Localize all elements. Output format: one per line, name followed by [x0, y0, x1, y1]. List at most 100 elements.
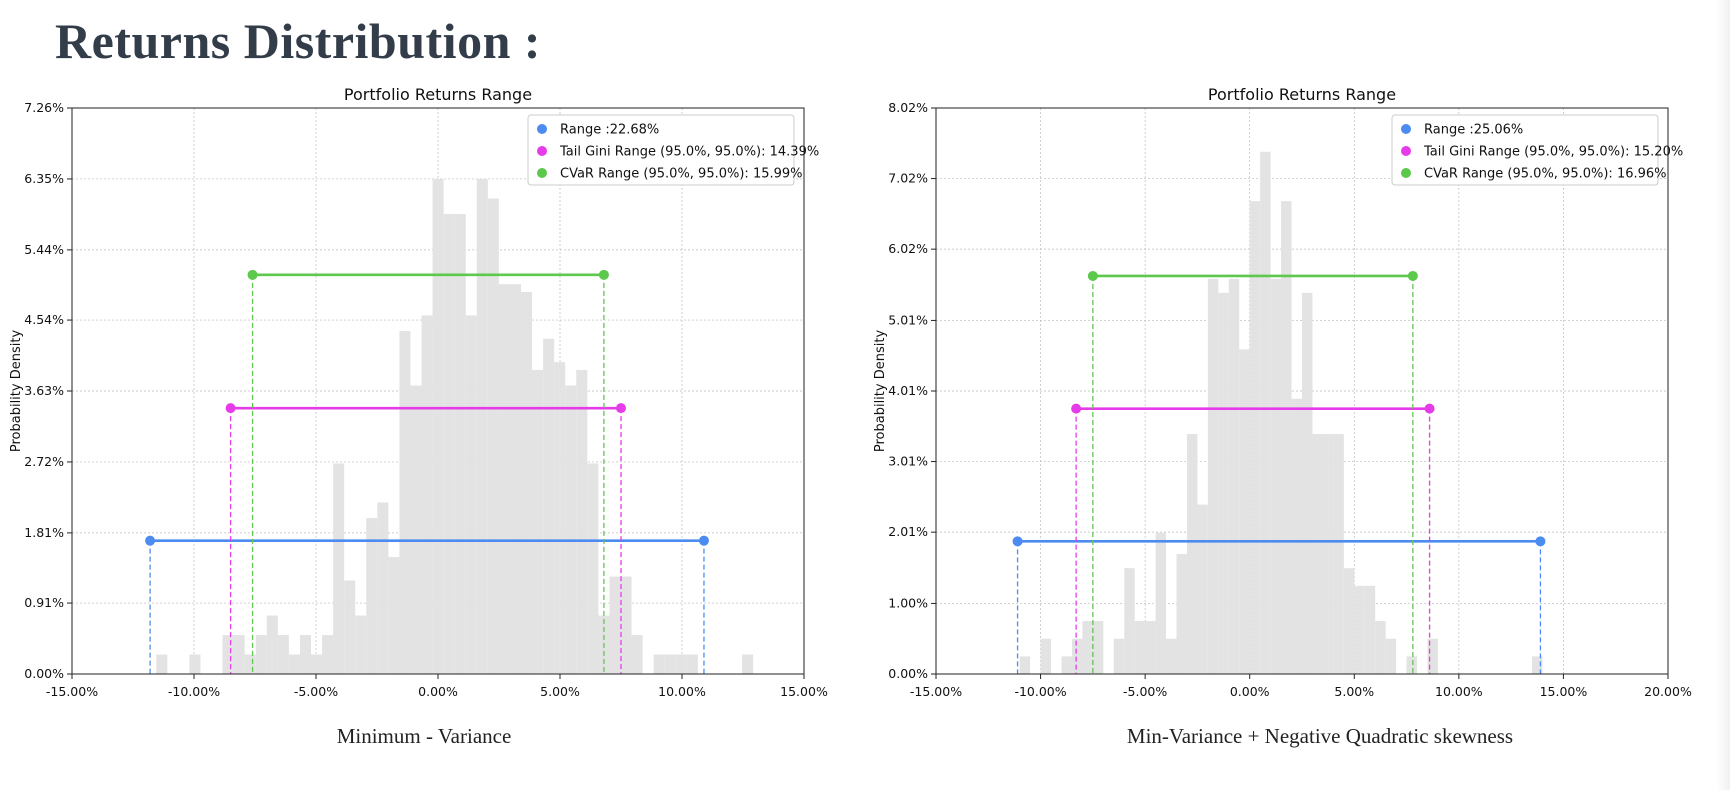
x-tick-label: 20.00% [1644, 684, 1692, 699]
histogram-bars [156, 178, 754, 675]
histogram-bar [333, 463, 345, 674]
legend-label-1: Tail Gini Range (95.0%, 95.0%): 15.20% [1423, 145, 1683, 160]
y-tick-label: 6.02% [888, 241, 928, 256]
y-axis-label: Probability Density [9, 330, 24, 453]
histogram-bar [1113, 638, 1125, 674]
histogram-bar [1092, 621, 1104, 674]
slide-edge-shadow [1716, 0, 1730, 790]
y-tick-label: 8.02% [888, 100, 928, 115]
caption-min-variance-skewness: Min-Variance + Negative Quadratic skewne… [1126, 724, 1514, 748]
y-tick-label: 4.54% [24, 312, 64, 327]
chart-minimum-variance: Portfolio Returns Range Probability Densi… [0, 78, 830, 718]
y-tick-label: 0.91% [24, 595, 64, 610]
histogram-bar [1239, 349, 1250, 674]
range-endpoint-right [598, 269, 609, 280]
range-series-1 [1071, 403, 1435, 674]
histogram-bar [222, 635, 234, 674]
y-axis-label: Probability Density [873, 330, 888, 453]
x-tick-label: -10.00% [1014, 684, 1066, 699]
histogram-bar [620, 576, 632, 674]
histogram-bar [1040, 638, 1052, 674]
histogram-bar [476, 178, 488, 675]
x-tick-label: 0.00% [418, 684, 458, 699]
legend: Range :25.06% Tail Gini Range (95.0%, 95.… [1391, 114, 1683, 186]
histogram-bar [498, 284, 510, 674]
histogram-bar [1532, 656, 1543, 674]
histogram-bar [521, 291, 533, 674]
x-tick-label: 5.00% [540, 684, 580, 699]
histogram-bar [543, 338, 555, 674]
x-tick-label: 10.00% [658, 684, 706, 699]
legend-label-2: CVaR Range (95.0%, 95.0%): 15.99% [560, 167, 803, 182]
y-tick-label: 6.35% [24, 171, 64, 186]
range-endpoint-left [247, 269, 258, 280]
x-tick-label: 5.00% [1334, 684, 1374, 699]
histogram-bar [399, 330, 411, 674]
histogram-bar [366, 518, 378, 674]
caption-minimum-variance: Minimum - Variance [336, 724, 512, 748]
x-tick-label: 10.00% [1435, 684, 1483, 699]
range-endpoint-right [616, 403, 626, 414]
histogram-bar [421, 315, 433, 674]
y-tick-label: 4.01% [888, 383, 928, 398]
y-tick-label: 7.26% [24, 100, 64, 115]
histogram-bar [631, 635, 643, 674]
range-series-0 [145, 535, 709, 674]
histogram-bar [1176, 554, 1187, 674]
legend-label-2: CVaR Range (95.0%, 95.0%): 16.96% [1424, 167, 1667, 182]
range-series-2 [247, 269, 609, 674]
x-tick-label: -15.00% [910, 684, 962, 699]
histogram-bar [443, 214, 455, 675]
histogram-bar [1082, 621, 1093, 674]
histogram-bar [1124, 568, 1135, 674]
x-tick-label: -5.00% [294, 684, 338, 699]
histogram-bar [1343, 568, 1355, 674]
histogram-bar [742, 654, 754, 674]
histogram-bar [1197, 504, 1208, 674]
histogram-bar [1322, 434, 1334, 674]
histogram-bar [576, 369, 588, 674]
histogram-bar [1406, 656, 1418, 674]
range-endpoint-right [1424, 403, 1435, 414]
histogram-bar [1145, 621, 1156, 674]
range-series-1 [225, 403, 626, 674]
range-endpoint-left [225, 403, 236, 414]
histogram-bar [1270, 278, 1282, 674]
histogram-bar [432, 178, 444, 675]
chart-min-variance-skewness: Portfolio Returns Range Probability Densi… [860, 78, 1730, 718]
histogram-bars [1019, 151, 1543, 674]
legend-box [1391, 114, 1659, 186]
histogram-bar [156, 654, 168, 674]
histogram-bar [1354, 585, 1365, 674]
histogram-bar [344, 580, 356, 674]
histogram-bar [244, 654, 256, 674]
histogram-bar [675, 654, 687, 674]
histogram-bar [1312, 434, 1323, 674]
histogram-bar [233, 635, 245, 674]
range-endpoint-left [1087, 270, 1098, 281]
histogram-bar [1333, 434, 1344, 674]
legend-marker-1 [537, 146, 547, 156]
histogram-bar [355, 615, 367, 674]
chart-title: Portfolio Returns Range [1208, 85, 1396, 104]
histogram-bar [277, 635, 289, 674]
legend-marker-0 [537, 124, 547, 134]
histogram-bar [1019, 656, 1031, 674]
histogram-bar [1134, 621, 1146, 674]
range-endpoint-left [1071, 403, 1082, 414]
histogram-bar [377, 502, 389, 674]
histogram-bar [1291, 398, 1302, 674]
legend-label-0: Range :25.06% [1424, 123, 1523, 138]
histogram-bar [266, 615, 278, 674]
legend-label-0: Range :22.68% [560, 123, 659, 138]
y-tick-label: 7.02% [888, 171, 928, 186]
legend-marker-1 [1401, 146, 1411, 156]
histogram-bar [1228, 278, 1240, 674]
histogram-bar [664, 654, 676, 674]
chart-title: Portfolio Returns Range [344, 85, 532, 104]
y-tick-label: 1.81% [24, 525, 64, 540]
legend-marker-2 [1401, 168, 1411, 178]
histogram-plot-left: Portfolio Returns Range Probability Densi… [9, 85, 828, 699]
histogram-bar [1061, 656, 1072, 674]
range-endpoint-right [698, 535, 709, 546]
